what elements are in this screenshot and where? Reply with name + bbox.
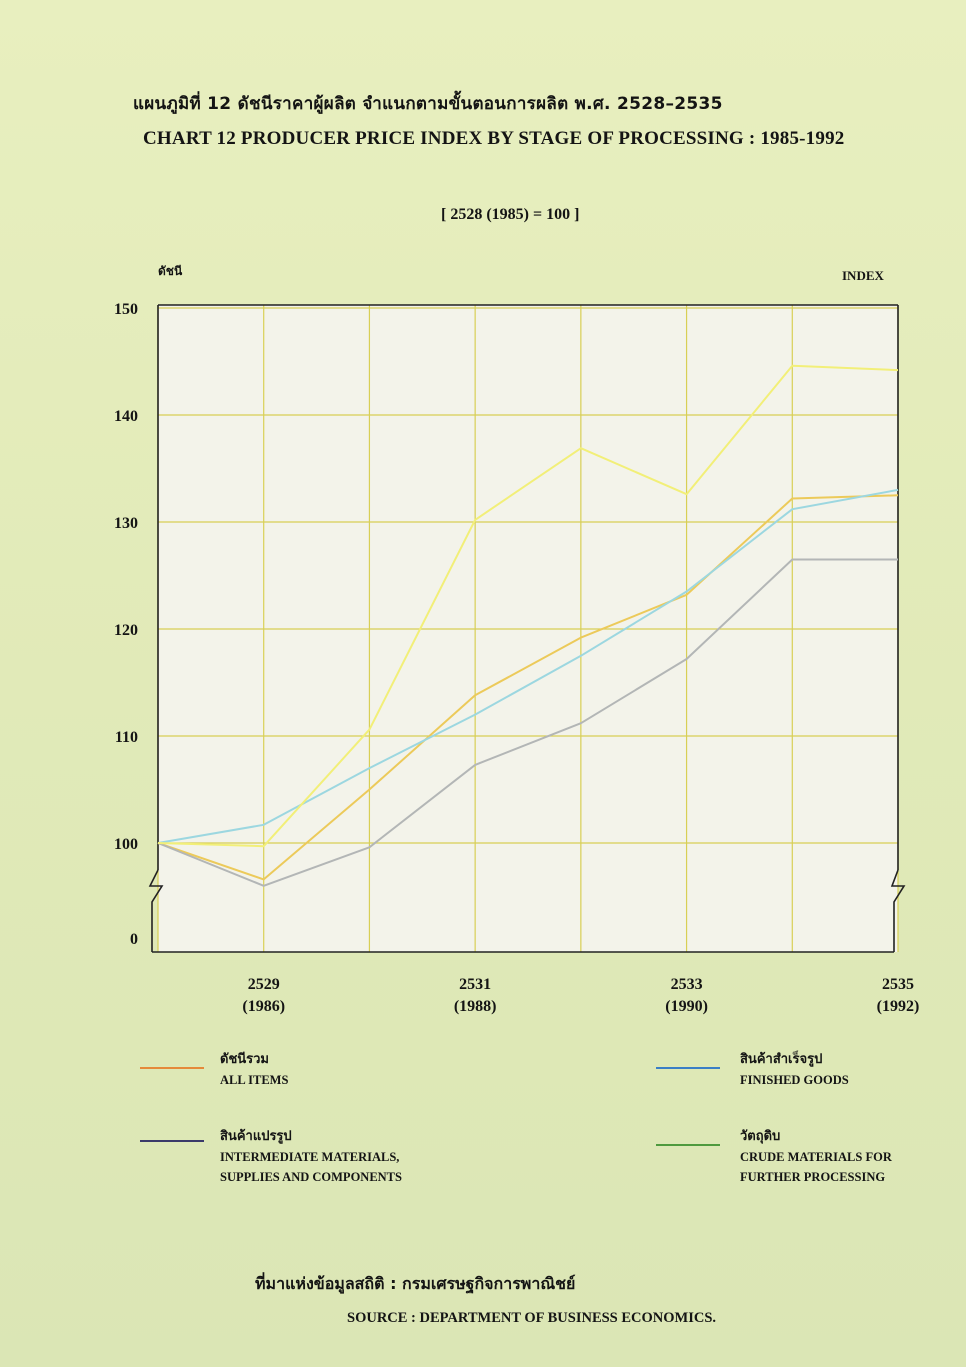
- y-axis-label-thai: ดัชนี: [158, 264, 183, 278]
- chart-series: [157, 364, 899, 887]
- legend-label-thai: สินค้าสำเร็จรูป: [740, 1052, 823, 1067]
- x-tick-label-ad: (1990): [665, 998, 708, 1015]
- base-year-note: [ 2528 (1985) = 100 ]: [441, 206, 580, 223]
- chart-tick-labels: 0 100 110 120 130 140 150 2529 (1986) 2531 (1988) 2…: [114, 301, 919, 1015]
- x-tick-label-year: 2531: [459, 976, 491, 993]
- y-axis-label-english: INDEX: [842, 268, 884, 283]
- legend-swatch: [656, 1067, 720, 1069]
- chart-title-thai: แผนภูมิที่ 12 ดัชนีราคาผู้ผลิต จำแนกตามข…: [133, 94, 723, 114]
- series-line-4: [157, 364, 899, 848]
- y-tick-label: 110: [115, 729, 138, 746]
- legend-label-english-line2: FURTHER PROCESSING: [740, 1170, 886, 1184]
- source-note-thai: ที่มาแห่งข้อมูลสถิติ : กรมเศรษฐกิจการพาณ…: [255, 1274, 576, 1293]
- y-tick-label: 0: [130, 931, 138, 948]
- y-tick-label: 100: [114, 836, 138, 853]
- y-axis-break-left: [148, 869, 164, 952]
- legend-label-english-line2: SUPPLIES AND COMPONENTS: [220, 1170, 402, 1184]
- x-tick-label-year: 2529: [248, 976, 280, 993]
- x-tick-label-year: 2535: [882, 976, 914, 993]
- legend-swatch: [140, 1140, 204, 1142]
- x-tick-label-ad: (1992): [877, 998, 920, 1015]
- chart-axes: [148, 304, 906, 953]
- y-tick-label: 130: [114, 515, 138, 532]
- y-tick-label: 140: [114, 408, 138, 425]
- legend-label-english-line1: CRUDE MATERIALS FOR: [740, 1150, 892, 1164]
- y-axis-break-right: [890, 869, 906, 952]
- x-tick-label-ad: (1986): [242, 998, 285, 1015]
- series-line-1: [157, 494, 899, 881]
- legend-label-thai: สินค้าแปรรูป: [220, 1129, 292, 1144]
- chart-title-english: CHART 12 PRODUCER PRICE INDEX BY STAGE O…: [143, 128, 845, 149]
- x-tick-label-year: 2533: [671, 976, 703, 993]
- legend-label-english: ALL ITEMS: [220, 1073, 289, 1087]
- source-note-english: SOURCE : DEPARTMENT OF BUSINESS ECONOMIC…: [347, 1310, 717, 1326]
- legend-label-thai: ดัชนีรวม: [220, 1052, 270, 1067]
- chart-grid: [157, 305, 899, 952]
- legend-label-thai: วัตถุดิบ: [740, 1129, 781, 1144]
- legend-label-english-line1: INTERMEDIATE MATERIALS,: [220, 1150, 400, 1164]
- legend-swatch: [656, 1144, 720, 1146]
- legend-swatch: [140, 1067, 204, 1069]
- series-line-2: [157, 488, 899, 844]
- series-line-3: [157, 558, 898, 887]
- legend-label-english: FINISHED GOODS: [740, 1073, 849, 1087]
- y-tick-label: 120: [114, 622, 138, 639]
- y-tick-label: 150: [114, 301, 138, 318]
- x-tick-label-ad: (1988): [454, 998, 497, 1015]
